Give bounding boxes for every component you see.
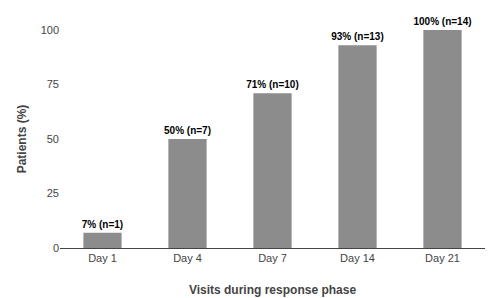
svg-text:Patients (%): Patients (%) <box>15 105 29 174</box>
svg-text:100: 100 <box>41 24 59 36</box>
svg-text:50% (n=7): 50% (n=7) <box>164 125 211 136</box>
svg-text:Visits during response phase: Visits during response phase <box>189 283 356 297</box>
svg-text:75: 75 <box>47 78 59 90</box>
svg-text:25: 25 <box>47 187 59 199</box>
svg-text:Day 7: Day 7 <box>258 252 287 264</box>
svg-text:Day 4: Day 4 <box>173 252 202 264</box>
svg-text:50: 50 <box>47 133 59 145</box>
svg-text:7% (n=1): 7% (n=1) <box>82 219 123 230</box>
svg-text:71% (n=10): 71% (n=10) <box>246 79 299 90</box>
svg-text:Day 14: Day 14 <box>340 252 375 264</box>
svg-text:100% (n=14): 100% (n=14) <box>413 16 471 27</box>
svg-text:0: 0 <box>53 242 59 254</box>
svg-text:Day 1: Day 1 <box>88 252 117 264</box>
svg-text:Day 21: Day 21 <box>425 252 460 264</box>
svg-text:93% (n=13): 93% (n=13) <box>331 31 384 42</box>
